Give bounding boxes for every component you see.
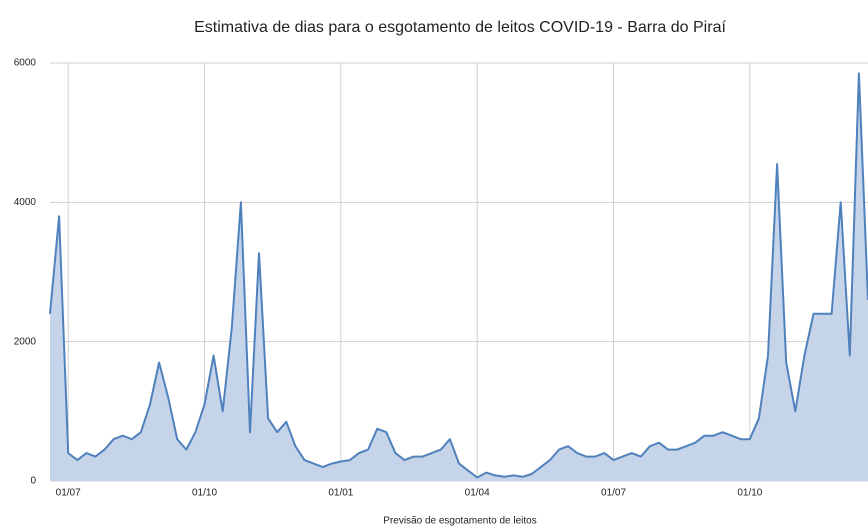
line — [49, 72, 868, 479]
x-tick-label: 01/10 — [737, 488, 762, 499]
chart-title: Estimativa de dias para o esgotamento de… — [194, 19, 726, 36]
y-tick-label: 0 — [30, 476, 36, 487]
x-axis-title: Previsão de esgotamento de leitos — [383, 516, 536, 527]
y-tick-label: 6000 — [14, 58, 37, 69]
area — [50, 73, 868, 482]
x-tick-label: 01/04 — [465, 488, 490, 499]
x-tick-label: 01/01 — [328, 488, 353, 499]
x-tick-label: 01/07 — [56, 488, 81, 499]
x-tick-label: 01/10 — [192, 488, 217, 499]
y-tick-label: 4000 — [14, 197, 37, 208]
y-tick-label: 2000 — [14, 336, 37, 347]
x-tick-label: 01/07 — [601, 488, 626, 499]
